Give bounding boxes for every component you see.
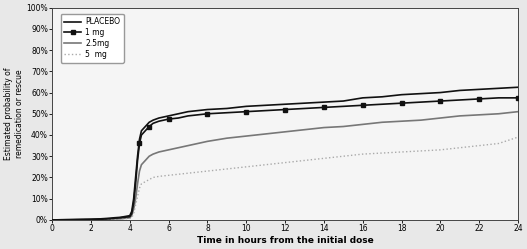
Legend: PLACEBO, 1 mg, 2.5mg, 5  mg: PLACEBO, 1 mg, 2.5mg, 5 mg <box>61 14 124 63</box>
X-axis label: Time in hours from the initial dose: Time in hours from the initial dose <box>197 236 374 245</box>
Y-axis label: Estimated probability of
remedication or rescue: Estimated probability of remedication or… <box>4 67 24 160</box>
